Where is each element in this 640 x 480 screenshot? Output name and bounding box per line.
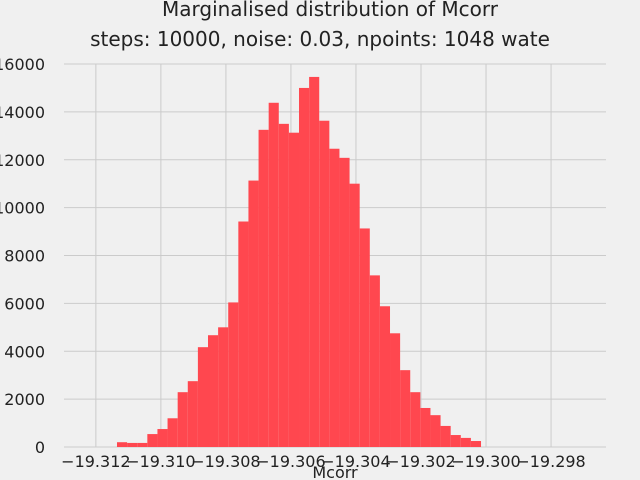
x-tick-label: −19.302 bbox=[386, 452, 455, 471]
bar bbox=[248, 180, 259, 447]
y-tick-label: 14000 bbox=[0, 103, 45, 122]
x-tick-label: −19.300 bbox=[451, 452, 520, 471]
bar bbox=[349, 183, 360, 447]
bar bbox=[116, 442, 128, 447]
y-tick-label: 8000 bbox=[4, 247, 45, 266]
bar bbox=[278, 123, 289, 447]
bar bbox=[430, 415, 441, 447]
chart-title: Marginalised distribution of Mcorr bbox=[162, 0, 499, 21]
x-tick-label: −19.308 bbox=[191, 452, 260, 471]
bar bbox=[147, 434, 158, 447]
bar bbox=[420, 407, 431, 447]
bar bbox=[359, 228, 370, 447]
bar bbox=[288, 132, 300, 447]
bar bbox=[299, 87, 310, 447]
bar bbox=[177, 392, 188, 447]
bar bbox=[218, 327, 229, 447]
bar bbox=[238, 221, 249, 447]
y-tick-label: 4000 bbox=[4, 342, 45, 361]
x-axis-label: Mcorr bbox=[312, 463, 358, 480]
y-tick-label: 10000 bbox=[0, 199, 45, 218]
y-tick-label: 12000 bbox=[0, 151, 45, 170]
bar bbox=[208, 335, 219, 447]
bar bbox=[258, 129, 269, 447]
bar bbox=[167, 418, 178, 447]
bar bbox=[137, 442, 148, 447]
bar bbox=[157, 429, 168, 447]
labels: 0 2000 4000 6000 8000 10000 12000 14000 16000 −19… bbox=[0, 55, 586, 471]
bar bbox=[379, 306, 391, 447]
bar bbox=[228, 302, 239, 447]
x-tick-label: −19.298 bbox=[516, 452, 585, 471]
bar bbox=[460, 437, 471, 447]
bar bbox=[268, 102, 279, 447]
x-tick-label: −19.304 bbox=[321, 452, 390, 471]
bar bbox=[390, 333, 401, 447]
y-tick-label: 6000 bbox=[4, 294, 45, 313]
bar bbox=[339, 157, 350, 447]
bar bbox=[369, 275, 380, 447]
bar bbox=[197, 347, 209, 447]
y-tick-label: 2000 bbox=[4, 390, 45, 409]
bar bbox=[400, 370, 411, 447]
y-tick-label: 16000 bbox=[0, 55, 45, 74]
x-tick-label: −19.306 bbox=[256, 452, 325, 471]
bar bbox=[187, 381, 198, 447]
x-tick-label: −19.312 bbox=[61, 452, 130, 471]
bar bbox=[440, 425, 451, 447]
bar bbox=[470, 441, 482, 447]
bar bbox=[329, 148, 340, 447]
bar bbox=[309, 76, 320, 448]
bar bbox=[127, 442, 138, 447]
bar bbox=[410, 392, 421, 447]
bar bbox=[450, 435, 461, 447]
bars bbox=[116, 76, 482, 448]
y-tick-label: 0 bbox=[35, 438, 45, 457]
bar bbox=[319, 120, 330, 447]
x-tick-label: −19.310 bbox=[126, 452, 195, 471]
chart-subtitle: steps: 10000, noise: 0.03, npoints: 1048… bbox=[90, 27, 550, 51]
